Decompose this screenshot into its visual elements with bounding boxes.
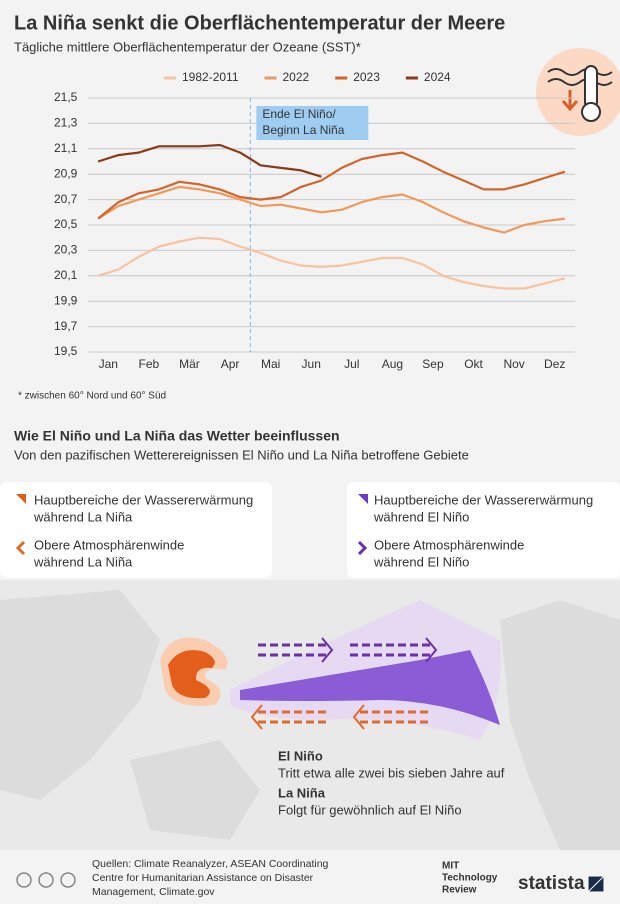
y-tick-label: 21,3 — [54, 116, 78, 130]
annotation-box — [256, 106, 369, 140]
x-tick-label: Mai — [261, 357, 280, 371]
annotation-text: Beginn La Niña — [262, 123, 344, 137]
x-tick-label: Feb — [139, 357, 160, 371]
legend-text: während La Niña — [33, 554, 133, 569]
legend-text: während La Niña — [33, 509, 133, 524]
x-tick-label: Apr — [221, 357, 240, 371]
source: Quellen: Climate Reanalyzer, ASEAN Coord… — [92, 858, 329, 870]
x-tick-label: Mär — [179, 357, 200, 371]
y-tick-label: 20,1 — [54, 268, 78, 282]
legend-box-right — [347, 482, 620, 578]
series-line — [97, 151, 566, 220]
x-tick-label: Jan — [99, 357, 118, 371]
series-line — [97, 236, 566, 290]
el-nino-title: El Niño — [278, 748, 323, 763]
x-tick-label: Nov — [503, 357, 524, 371]
x-tick-label: Dez — [544, 357, 565, 371]
logo-statista: statista — [518, 873, 585, 894]
source: Management, Climate.gov — [92, 886, 215, 898]
logo-mit: MIT — [442, 861, 459, 872]
y-tick-label: 19,5 — [54, 344, 78, 358]
x-tick-label: Okt — [464, 357, 483, 371]
source: Centre for Humanitarian Assistance on Di… — [92, 872, 314, 884]
y-tick-label: 20,9 — [54, 166, 78, 180]
y-tick-label: 20,3 — [54, 243, 78, 257]
series-line — [97, 143, 322, 178]
map — [0, 580, 620, 850]
legend-box-left — [0, 482, 272, 578]
logo-mark — [587, 875, 605, 893]
legend-label: 1982-2011 — [182, 70, 239, 84]
legend-label: 2024 — [424, 70, 451, 84]
logo-mit: Review — [442, 885, 477, 896]
legend-text: Obere Atmosphärenwinde — [34, 537, 184, 552]
chart-title: La Niña senkt die Oberflächentemperatur … — [14, 12, 505, 34]
plot: 19,5 19,7 19,9 20,1 20,3 20,5 20,7 20,9 21,1 21,3… — [54, 70, 575, 371]
legend-text: während El Niño — [373, 554, 469, 569]
y-tick-label: 20,7 — [54, 192, 78, 206]
legend-text: Obere Atmosphärenwinde — [374, 537, 524, 552]
license-icons — [16, 872, 76, 888]
footnote: * zwischen 60° Nord und 60° Süd — [18, 391, 166, 402]
section-subtitle: Von den pazifischen Wetterereignissen El… — [14, 447, 469, 462]
section-title: Wie El Niño und La Niña das Wetter beein… — [14, 428, 340, 444]
el-nino-text: Tritt etwa alle zwei bis sieben Jahre au… — [278, 765, 505, 780]
legend-text: während El Niño — [373, 509, 469, 524]
x-tick-label: Sep — [422, 357, 444, 371]
x-tick-label: Aug — [382, 357, 403, 371]
icon — [536, 48, 620, 136]
legend-text: Hauptbereiche der Wassererwärmung — [374, 492, 593, 507]
series-line — [97, 185, 566, 234]
legend-label: 2022 — [283, 70, 310, 84]
legend-text: Hauptbereiche der Wassererwärmung — [34, 492, 253, 507]
la-nina-text: Folgt für gewöhnlich auf El Niño — [278, 802, 462, 817]
y-tick-label: 21,1 — [54, 141, 78, 155]
legend-label: 2023 — [353, 70, 380, 84]
chart-subtitle: Tägliche mittlere Oberflächentemperatur … — [14, 39, 361, 54]
y-tick-label: 19,7 — [54, 319, 78, 333]
annotation-text: Ende El Niño/ — [262, 107, 336, 121]
la-nina-title: La Niña — [278, 785, 326, 800]
x-tick-label: Jun — [302, 357, 321, 371]
y-tick-label: 19,9 — [54, 293, 78, 307]
x-tick-label: Jul — [344, 357, 359, 371]
y-tick-label: 21,5 — [54, 90, 78, 104]
logo-mit: Technology — [442, 873, 498, 884]
y-tick-label: 20,5 — [54, 217, 78, 231]
